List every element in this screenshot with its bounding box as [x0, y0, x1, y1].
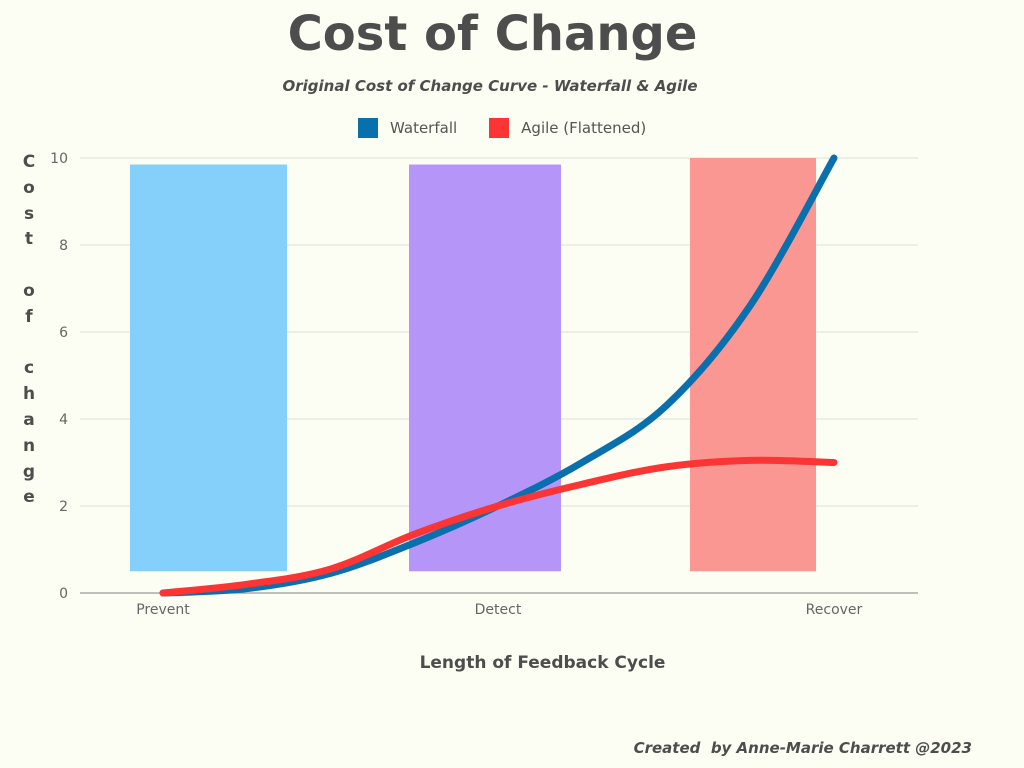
- legend-label-agile: Agile (Flattened): [521, 119, 647, 137]
- y-axis-label: C o s t o f c h a n g e: [22, 152, 36, 508]
- x-tick-label: Prevent: [136, 602, 190, 618]
- legend-swatch-agile: [489, 118, 510, 138]
- x-axis-label: Length of Feedback Cycle: [419, 653, 666, 673]
- legend-swatch-waterfall: [358, 118, 378, 138]
- y-tick-label: 0: [59, 586, 68, 602]
- legend-item-waterfall: Waterfall: [358, 118, 457, 138]
- y-tick-label: 2: [59, 499, 68, 515]
- x-tick-label: Recover: [806, 602, 863, 618]
- y-tick-label: 8: [59, 238, 68, 254]
- chart-title: Cost of Change: [287, 6, 698, 62]
- credit-text: Created by Anne-Marie Charrett @2023: [633, 739, 972, 757]
- series-line-agile: [159, 456, 838, 597]
- x-tick-label: Detect: [475, 602, 522, 618]
- band-detect: [409, 164, 561, 572]
- y-tick-label: 10: [50, 151, 68, 167]
- legend-item-agile: Agile (Flattened): [489, 118, 646, 138]
- band-prevent: [130, 164, 287, 572]
- y-tick-label: 6: [59, 325, 68, 341]
- chart-subtitle: Original Cost of Change Curve - Waterfal…: [282, 77, 698, 95]
- series-line-waterfall: [159, 154, 838, 597]
- legend-label-waterfall: Waterfall: [390, 119, 458, 137]
- chart-legend: Waterfall Agile (Flattened): [358, 118, 678, 138]
- y-tick-label: 4: [59, 412, 68, 428]
